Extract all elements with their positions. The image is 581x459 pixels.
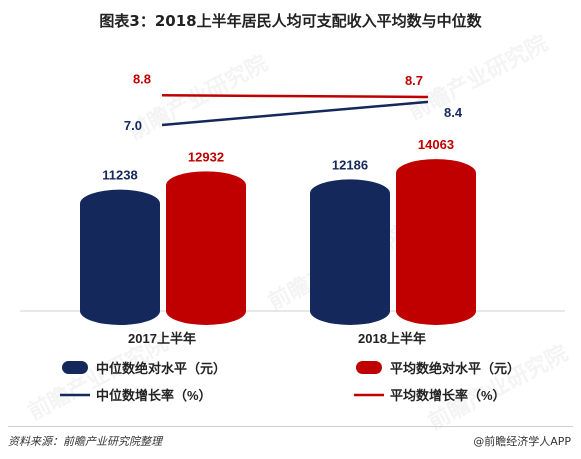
- bar-value-label: 12186: [332, 157, 368, 172]
- legend-label: 中位数增长率（%）: [96, 388, 212, 403]
- bar: [166, 171, 246, 325]
- bar-base: [80, 297, 160, 311]
- credit-note: @前瞻经济学人APP: [473, 435, 571, 448]
- bar-base: [310, 297, 390, 311]
- source-note: 资料来源：前瞻产业研究院整理: [8, 435, 162, 448]
- series-line: [161, 94, 429, 99]
- bar: [396, 159, 476, 325]
- x-tick-label: 2017上半年: [128, 331, 196, 346]
- legend-swatch: [62, 361, 88, 374]
- bar-value-label: 11238: [102, 168, 137, 183]
- line-value-label: 8.7: [405, 73, 423, 88]
- bar-base: [396, 297, 476, 311]
- bar: [310, 179, 390, 325]
- chart-title: 图表3：2018上半年居民人均可支配收入平均数与中位数: [99, 12, 482, 30]
- bar-value-label: 14063: [418, 137, 454, 152]
- legend-label: 平均数绝对水平（元）: [390, 361, 520, 376]
- legend-swatch: [356, 361, 382, 374]
- line-value-label: 8.8: [133, 71, 151, 86]
- legend-label: 中位数绝对水平（元）: [96, 361, 226, 376]
- line-value-label: 7.0: [124, 118, 142, 133]
- bar-base: [166, 297, 246, 311]
- line-value-label: 8.4: [444, 105, 463, 120]
- bar-value-label: 12932: [188, 149, 224, 164]
- footer-divider: [8, 426, 573, 427]
- bar: [80, 189, 160, 325]
- x-tick-label: 2018上半年: [358, 331, 426, 346]
- series-line: [161, 100, 429, 127]
- legend-label: 平均数增长率（%）: [390, 388, 506, 403]
